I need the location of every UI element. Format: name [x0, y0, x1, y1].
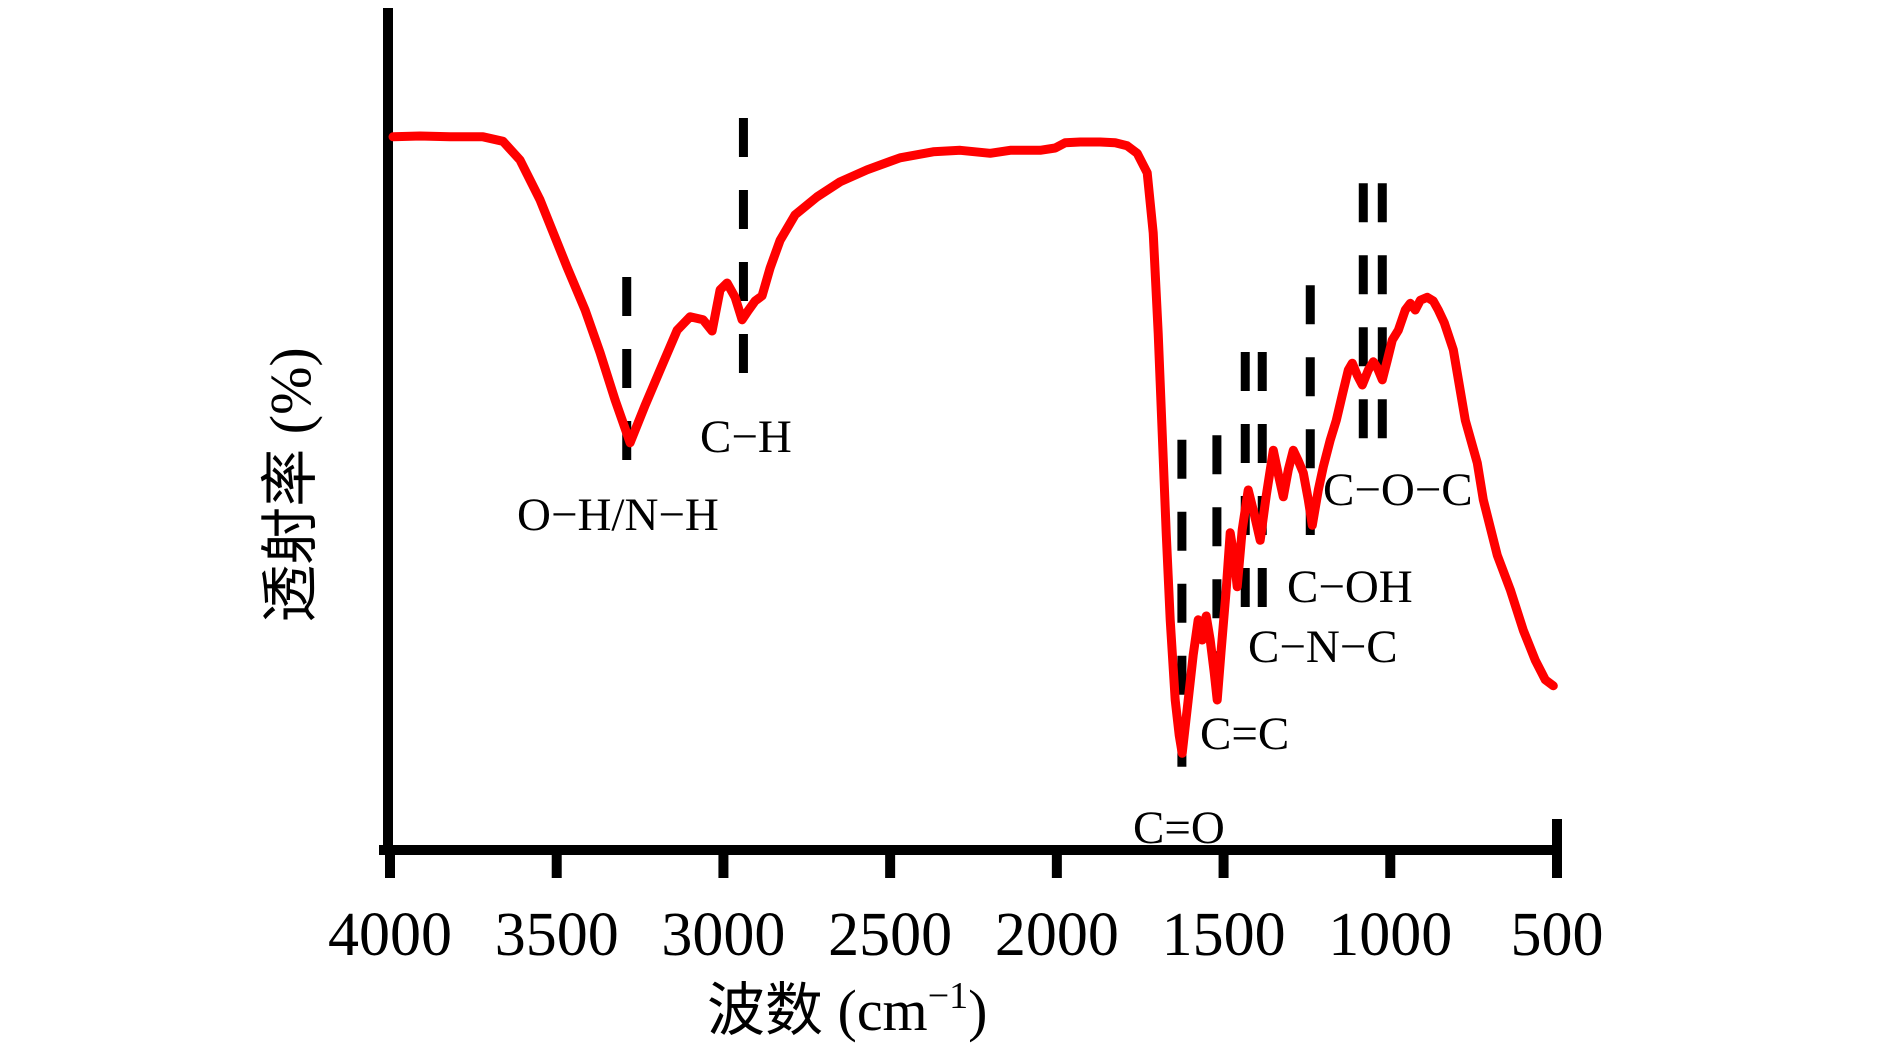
x-tick-label: 2000 [995, 901, 1119, 969]
annotation-label: C=O [1133, 802, 1225, 854]
spectrum-curve [388, 131, 1558, 758]
annotation-label: C−H [700, 411, 792, 463]
x-tick-label: 1000 [1328, 901, 1452, 969]
x-tick-label: 2500 [828, 901, 952, 969]
x-axis-title: 波数 (cm−1) [707, 975, 987, 1043]
x-tick-label: 1500 [1162, 901, 1286, 969]
x-axis-line [379, 819, 1562, 855]
annotation-label: C−OH [1287, 561, 1413, 613]
annotation-label: C−O−C [1323, 464, 1473, 516]
annotation-label: O−H/N−H [517, 489, 719, 541]
annotation-label: C−N−C [1248, 621, 1398, 673]
x-tick-label: 4000 [328, 901, 452, 969]
x-tick-label: 500 [1511, 901, 1604, 969]
x-tick-label: 3500 [495, 901, 619, 969]
x-tick-label: 3000 [661, 901, 785, 969]
annotation-label: C=C [1200, 708, 1289, 760]
y-axis-title: 透射率 (%) [258, 347, 323, 622]
